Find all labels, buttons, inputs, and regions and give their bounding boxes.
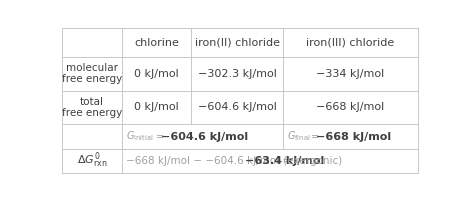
Text: −334 kJ/mol: −334 kJ/mol (316, 69, 385, 79)
Text: iron(III) chloride: iron(III) chloride (307, 38, 395, 48)
Text: total
free energy: total free energy (62, 97, 122, 118)
Text: −668 kJ/mol − −604.6 kJ/mol =: −668 kJ/mol − −604.6 kJ/mol = (125, 156, 294, 166)
Text: =: = (311, 132, 322, 141)
Text: 0 kJ/mol: 0 kJ/mol (134, 69, 179, 79)
Text: −63.4 kJ/mol: −63.4 kJ/mol (245, 156, 324, 166)
Text: −668 kJ/mol: −668 kJ/mol (316, 102, 385, 112)
Text: chlorine: chlorine (134, 38, 179, 48)
Text: =: = (156, 132, 167, 141)
Text: −604.6 kJ/mol: −604.6 kJ/mol (197, 102, 277, 112)
Text: −302.3 kJ/mol: −302.3 kJ/mol (197, 69, 277, 79)
Text: molecular
free energy: molecular free energy (62, 63, 122, 85)
Text: 0 kJ/mol: 0 kJ/mol (134, 102, 179, 112)
Text: (exergonic): (exergonic) (280, 156, 343, 166)
Text: −668 kJ/mol: −668 kJ/mol (315, 132, 391, 141)
Text: $\Delta G^{0}_{\mathrm{rxn}}$: $\Delta G^{0}_{\mathrm{rxn}}$ (77, 151, 107, 170)
Text: $\mathit{G}_{\mathrm{final}}$: $\mathit{G}_{\mathrm{final}}$ (287, 130, 311, 143)
Text: −604.6 kJ/mol: −604.6 kJ/mol (161, 132, 248, 141)
Text: $\mathit{G}_{\mathrm{initial}}$: $\mathit{G}_{\mathrm{initial}}$ (125, 130, 154, 143)
Text: iron(II) chloride: iron(II) chloride (195, 38, 279, 48)
